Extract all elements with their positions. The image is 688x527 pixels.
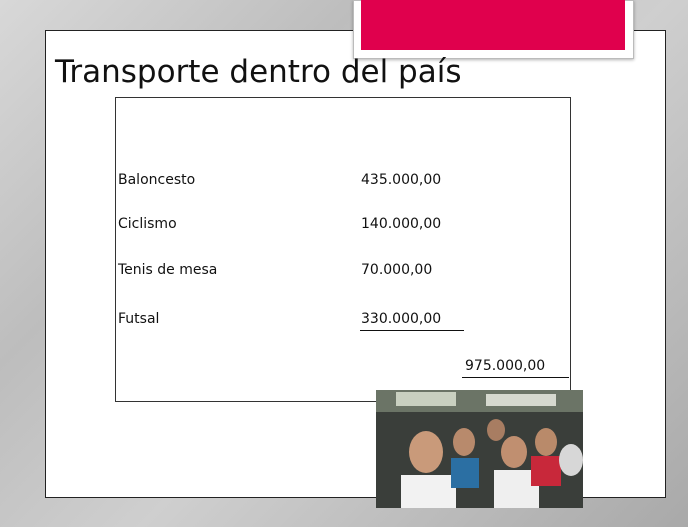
row-amount: 140.000,00 bbox=[361, 216, 442, 232]
table-box bbox=[115, 97, 571, 402]
row-label: Tenis de mesa bbox=[118, 262, 218, 278]
row-label: Baloncesto bbox=[118, 172, 196, 188]
row-amount: 70.000,00 bbox=[361, 262, 433, 278]
row-label: Ciclismo bbox=[118, 216, 177, 232]
slide-title: Transporte dentro del país bbox=[55, 54, 462, 90]
row-amount: 435.000,00 bbox=[361, 172, 442, 188]
row-amount: 330.000,00 bbox=[361, 311, 442, 327]
row-label: Futsal bbox=[118, 311, 160, 327]
accent-bar bbox=[361, 0, 625, 50]
total-amount: 975.000,00 bbox=[465, 358, 546, 374]
total-underline bbox=[462, 377, 569, 378]
photo bbox=[376, 390, 583, 508]
subtotal-underline bbox=[360, 330, 464, 331]
